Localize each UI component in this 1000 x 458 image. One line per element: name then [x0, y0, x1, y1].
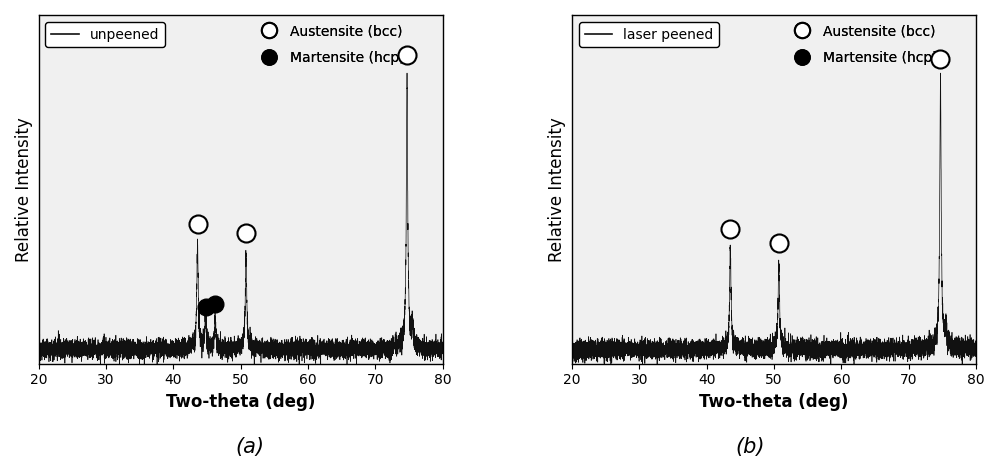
X-axis label: Two-theta (deg): Two-theta (deg) [699, 393, 849, 411]
laser peened [566, 352, 578, 357]
laser peened [970, 349, 982, 355]
unpeened [114, 364, 126, 370]
Line: laser peened: laser peened [572, 73, 976, 366]
laser peened [712, 343, 724, 349]
laser peened [805, 345, 817, 351]
unpeened [332, 348, 344, 353]
laser peened [823, 346, 835, 351]
unpeened [354, 346, 366, 352]
laser peened [935, 71, 947, 76]
laser peened [586, 350, 598, 356]
Y-axis label: Relative Intensity: Relative Intensity [15, 117, 33, 262]
laser peened [887, 349, 899, 354]
Text: (b): (b) [735, 437, 765, 458]
unpeened [272, 350, 284, 355]
Y-axis label: Relative Intensity: Relative Intensity [548, 117, 566, 262]
laser peened [651, 363, 663, 369]
Legend: Austensite (bcc), Martensite (hcp): Austensite (bcc), Martensite (hcp) [249, 18, 410, 70]
unpeened [53, 345, 65, 350]
Legend: Austensite (bcc), Martensite (hcp): Austensite (bcc), Martensite (hcp) [783, 18, 943, 70]
Text: (a): (a) [236, 437, 264, 458]
unpeened [437, 344, 449, 349]
X-axis label: Two-theta (deg): Two-theta (deg) [166, 393, 315, 411]
Line: unpeened: unpeened [39, 73, 443, 367]
unpeened [401, 71, 413, 76]
unpeened [33, 348, 45, 353]
unpeened [179, 343, 191, 349]
laser peened [866, 352, 878, 358]
unpeened [289, 347, 301, 353]
